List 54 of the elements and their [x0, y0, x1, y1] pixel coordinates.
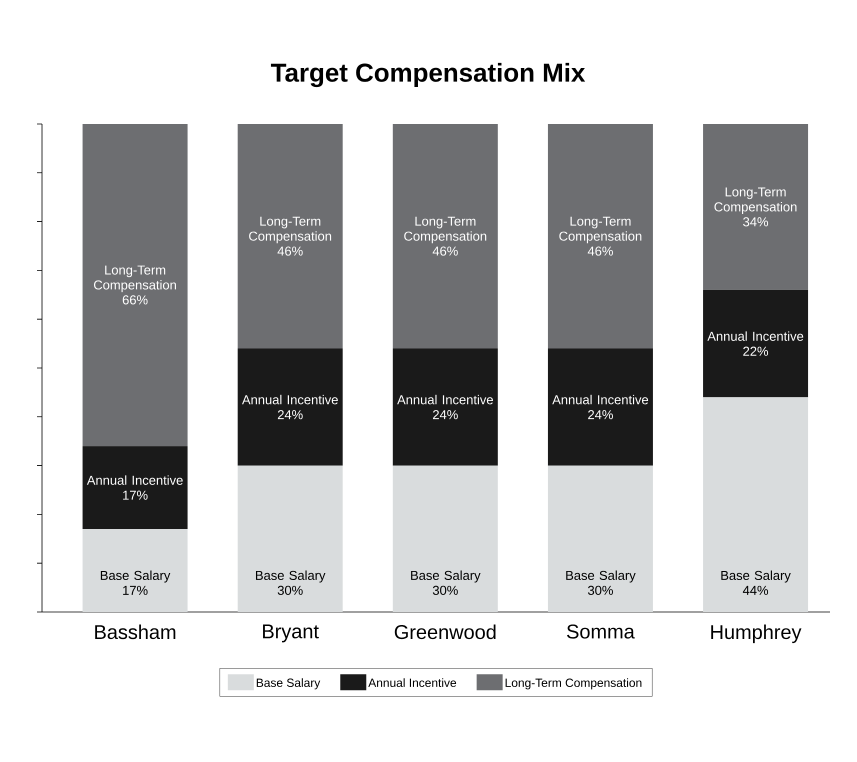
bar — [392, 466, 498, 612]
text: Long-Term Compensation — [404, 216, 486, 244]
bar — [548, 124, 653, 348]
bar — [238, 466, 343, 612]
text: Base Salary — [411, 570, 481, 583]
x-tick-label: Greenwood — [394, 624, 496, 640]
data-label: 46% — [432, 246, 458, 256]
data-label: 44% — [742, 586, 768, 595]
bar — [82, 446, 188, 530]
bar — [392, 124, 498, 348]
data-label: 24% — [588, 410, 613, 420]
bar — [548, 466, 653, 612]
text: Long-Term Compensation — [94, 266, 176, 292]
x-tick-label: Humphrey — [711, 624, 802, 644]
text: Base Salary — [100, 570, 170, 583]
bar — [392, 348, 498, 466]
bar — [548, 348, 653, 466]
bar — [703, 397, 808, 612]
bar — [238, 348, 343, 466]
text: Base Salary — [566, 570, 636, 583]
data-label: 24% — [278, 410, 303, 420]
data-label: 30% — [588, 586, 613, 595]
chart-title: Target Compensation Mix — [270, 62, 586, 88]
x-tick-label: Somma — [567, 624, 635, 639]
data-label: 30% — [432, 586, 458, 595]
legend-label: Annual Incentive — [368, 678, 456, 687]
data-label: 17% — [123, 586, 148, 595]
legend-label: Base Salary — [256, 678, 320, 690]
text: Base Salary — [721, 570, 791, 583]
bar — [82, 124, 188, 446]
text: Annual Incentive — [552, 394, 648, 404]
text: Long-Term Compensation — [249, 216, 332, 244]
data-label: 66% — [122, 295, 148, 304]
legend-label: Long-Term Compensation — [506, 678, 642, 690]
text: Long-Term Compensation — [714, 187, 796, 214]
data-label: 30% — [278, 586, 303, 595]
x-tick-label: Bassham — [95, 624, 176, 640]
bar — [238, 124, 343, 348]
data-label: 46% — [588, 246, 613, 256]
data-label: 46% — [278, 246, 303, 256]
text: Annual Incentive — [242, 394, 338, 404]
bar — [703, 124, 808, 290]
text: Base Salary — [256, 570, 326, 583]
text: Annual Incentive — [86, 475, 183, 485]
data-label: 22% — [743, 346, 768, 356]
bar — [703, 290, 808, 398]
text: Annual Incentive — [707, 331, 804, 341]
text: Long-Term Compensation — [559, 216, 642, 244]
bar — [82, 529, 188, 612]
data-label: 34% — [743, 217, 768, 226]
x-tick-label: Bryant — [263, 624, 319, 642]
data-label: 24% — [433, 410, 458, 420]
text: Annual Incentive — [397, 394, 493, 404]
data-label: 17% — [123, 490, 148, 500]
